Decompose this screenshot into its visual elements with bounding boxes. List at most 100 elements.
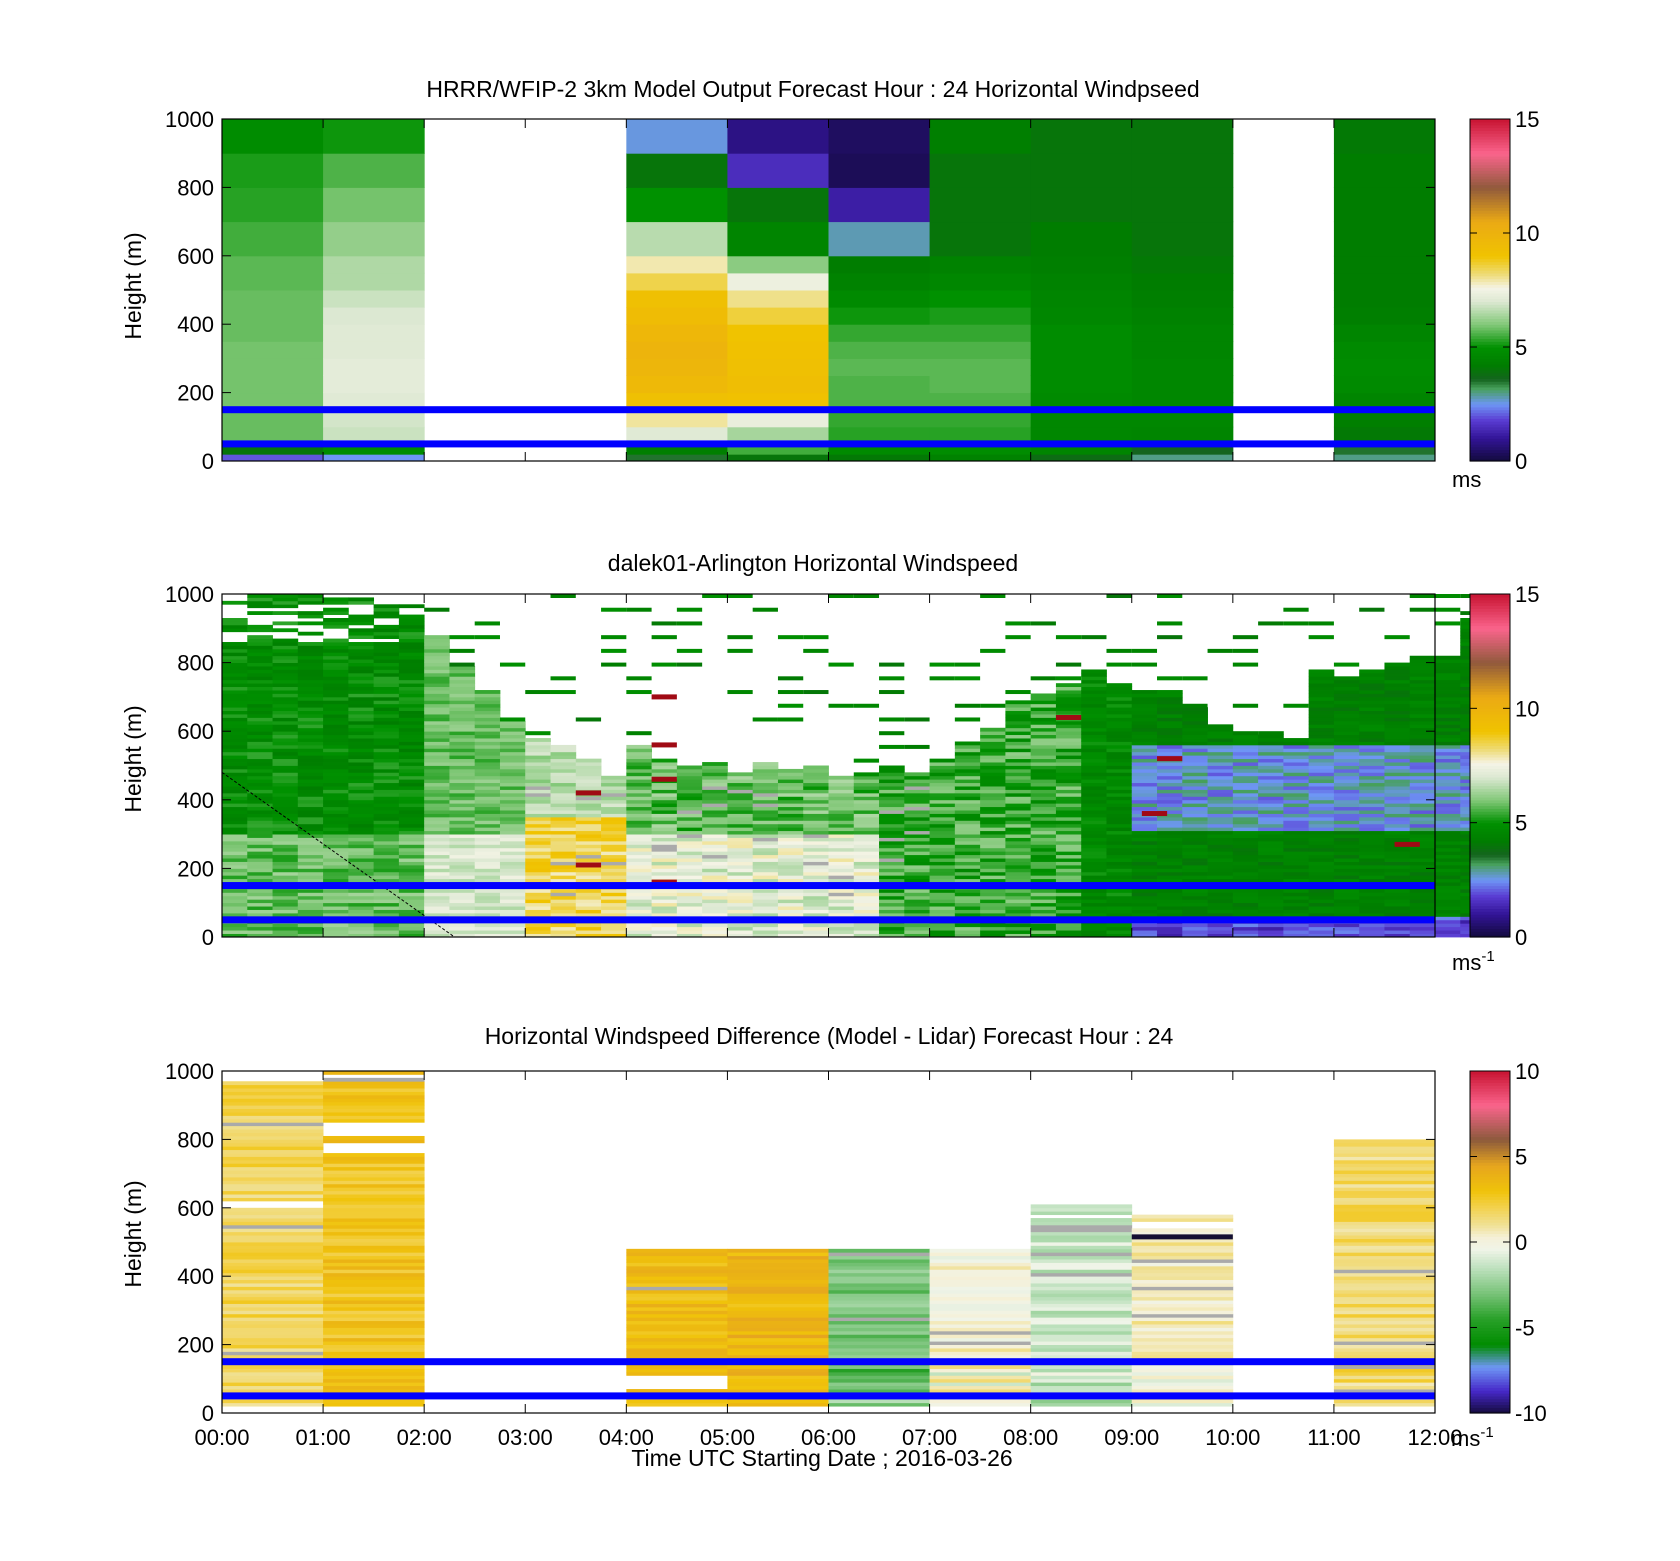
lidar-cell [879,690,905,695]
diff-cell [929,1351,1032,1356]
lidar-cell [323,731,349,736]
lidar-cell [222,621,248,626]
lidar-cell [222,923,248,928]
lidar-cell [853,878,880,883]
lidar-cell [297,786,324,790]
lidar-cell [398,751,425,756]
lidar-cell [424,635,450,639]
lidar-cell [1333,724,1360,729]
lidar-cell [752,888,779,893]
diff-cell [1333,1207,1436,1212]
lidar-cell [1005,923,1032,928]
lidar-cell [1005,933,1032,938]
lidar-cell [1384,755,1411,760]
lidar-cell [1106,803,1133,808]
diff-cell [222,1197,324,1202]
lidar-cell [601,844,627,849]
lidar-cell [398,604,425,609]
model-colorbar-cell [1470,384,1510,388]
diff-cell [1131,1378,1234,1383]
model-cell [1333,341,1436,359]
model-colorbar-cell [1470,264,1510,268]
lidar-cell [1005,762,1032,766]
lidar-cell [954,810,981,814]
lidar-cell [373,820,400,825]
lidar-cell [651,762,678,766]
lidar-cell [373,642,400,646]
lidar-cell [398,923,425,928]
lidar-cell [904,823,930,828]
lidar-cell [1207,844,1234,849]
lidar-cell [1106,933,1133,938]
lidar-cell [373,892,400,897]
lidar-cell [1359,707,1385,712]
lidar-cell [853,816,880,821]
lidar-cell [373,823,400,828]
lidar-cell [980,868,1006,873]
lidar-cell [474,775,501,780]
lidar-cell [1409,724,1436,729]
lidar-cell [1030,871,1057,876]
lidar-cell [550,768,577,773]
lidar-cell [222,930,248,934]
model-cell [222,341,324,359]
lidar-cell [550,676,576,681]
lidar-outlier-mark [575,862,602,868]
lidar-cell [1308,772,1335,777]
lidar-cell [1333,799,1360,804]
lidar-cell [676,909,703,914]
lidar-cell [1157,926,1183,931]
lidar-cell [222,710,248,715]
lidar-cell [879,775,905,780]
lidar-cell [803,635,829,640]
lidar-cell [727,834,754,838]
diff-cell [222,1221,324,1226]
model-colorbar-cell [1470,435,1510,439]
lidar-cell [651,830,678,835]
diff-cell [222,1348,324,1352]
model-colorbar-cell [1470,198,1510,203]
lidar-cell [323,779,349,784]
lidar-cell [879,782,905,787]
lidar-cell [1157,878,1183,883]
lidar-cell [575,823,602,828]
lidar-cell [247,930,273,934]
diff-cell [222,1218,324,1222]
lidar-cell [323,888,349,893]
lidar-cell [1308,779,1335,784]
lidar-cell [1384,906,1411,910]
lidar-cell [1409,926,1436,931]
lidar-cell [853,868,880,873]
lidar-cell [474,912,501,917]
model-cell [1030,221,1133,257]
lidar-cell [1030,727,1057,732]
lidar-cell [1308,902,1335,907]
lidar-cell [1258,871,1284,876]
lidar-cell [1359,727,1385,732]
lidar-cell [954,930,981,934]
lidar-cell [297,686,324,691]
diff-cell [1333,1149,1436,1154]
lidar-cell [550,878,577,883]
diff-cell [727,1259,829,1263]
lidar-cell [1409,775,1436,780]
lidar-cell [1435,868,1461,873]
lidar-cell [651,868,678,873]
diff-colorbar-cell [1470,1193,1510,1197]
diff-cell [727,1300,829,1304]
model-colorbar-cell [1470,386,1510,391]
lidar-cell [879,923,905,928]
lidar-cell [929,858,956,862]
lidar-cell [879,744,905,749]
lidar-cell [1182,707,1208,712]
lidar-cell [1435,707,1461,712]
lidar-cell [752,830,779,835]
lidar-cell [499,768,526,773]
lidar-cell [676,621,703,626]
lidar-cell [297,858,324,862]
lidar-cell [777,827,804,832]
lidar-cell [247,906,273,910]
lidar-cell [626,851,653,856]
lidar-cell [1359,840,1385,845]
diff-colorbar-cell [1470,1102,1510,1106]
